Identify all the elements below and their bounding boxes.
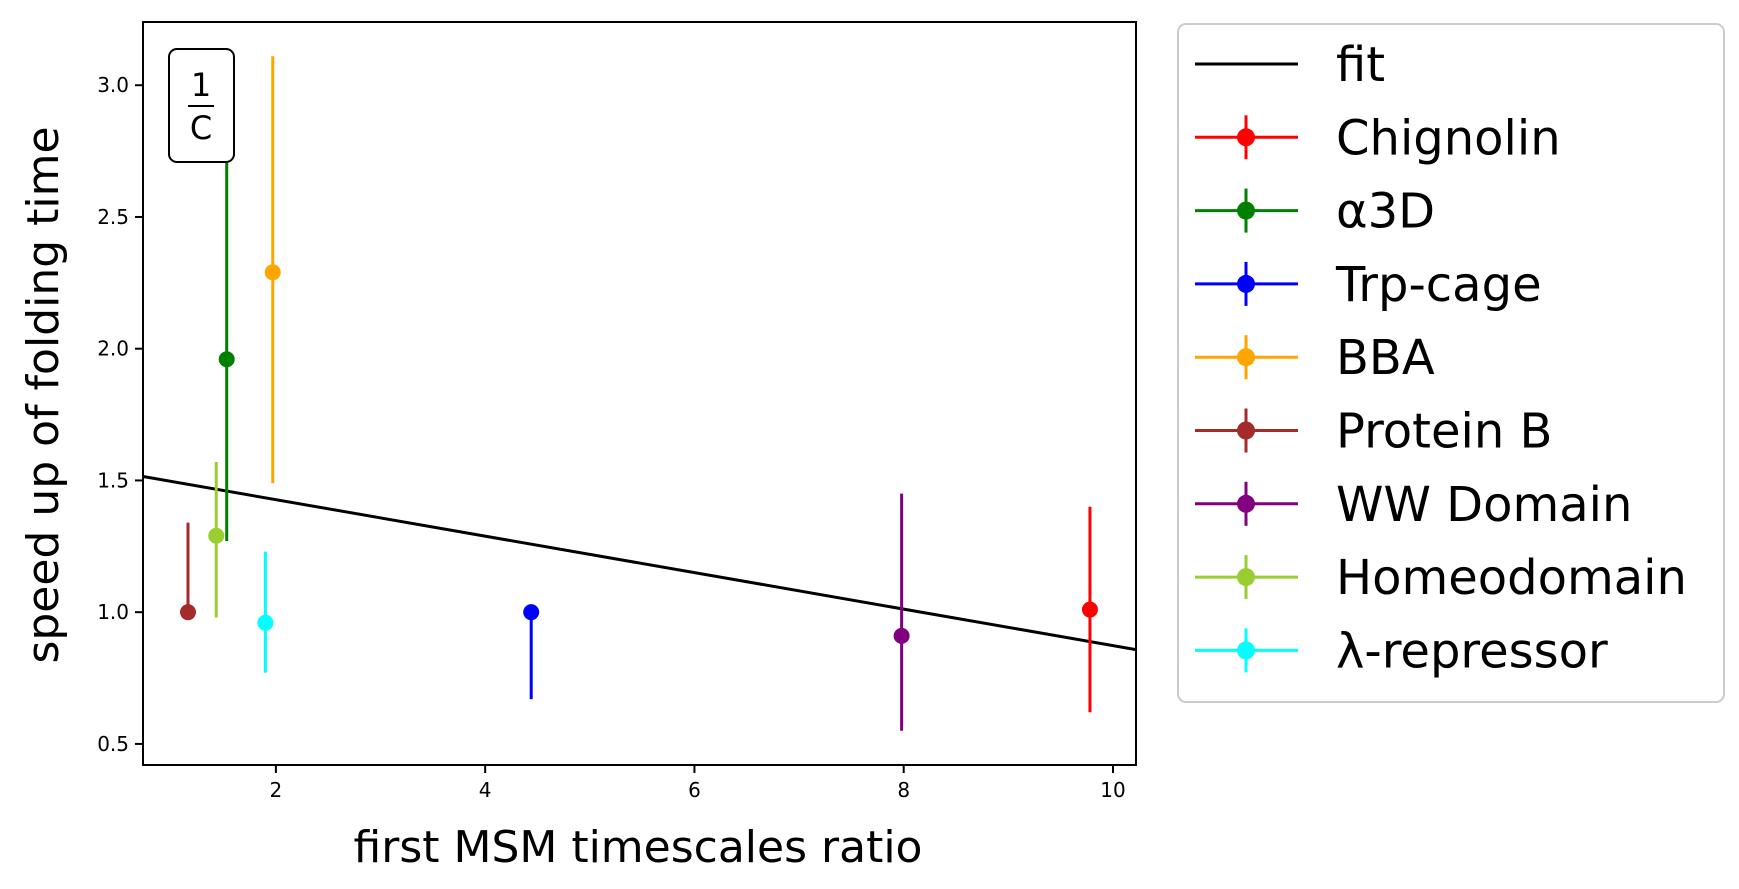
y-tick-label-3: 3.0: [97, 73, 129, 97]
x-axis-title: first MSM timescales ratio: [354, 822, 923, 873]
legend-marker-bba: [1237, 348, 1255, 367]
data-point-homeodomain: [208, 527, 225, 544]
fit-line: [143, 475, 1136, 652]
series-alpha3d: [218, 153, 235, 542]
legend-label-trp-cage: Trp-cage: [1335, 257, 1542, 313]
y-tick-label-1.5: 1.5: [97, 468, 129, 492]
legend-frame: [1177, 23, 1725, 703]
legend-marker-trp-cage: [1237, 274, 1255, 293]
data-point-protein-b: [179, 604, 196, 621]
y-tick-label-2.5: 2.5: [97, 205, 129, 229]
x-tick-label-2: 2: [270, 778, 283, 802]
legend-marker-lambda-repressor: [1237, 641, 1255, 660]
data-point-ww-domain: [893, 627, 910, 644]
series-lambda-repressor: [257, 551, 274, 673]
legend-item-bba: BBA: [1195, 330, 1435, 386]
formula-annotation: 1 C: [168, 48, 235, 163]
data-point-trp-cage: [523, 604, 540, 621]
series-ww-domain: [893, 493, 910, 731]
legend-label-alpha3d: α3D: [1336, 184, 1435, 240]
legend-marker-homeodomain: [1237, 568, 1255, 587]
axes-layer: 2 4 6 8 10 0.5 1.0 1.5 2.0 2.5 3.0: [97, 21, 1137, 802]
series-protein-b: [179, 522, 196, 621]
y-tick-label-0.5: 0.5: [97, 732, 129, 756]
series-trp-cage: [523, 604, 540, 700]
legend-marker-protein-b: [1237, 421, 1255, 440]
legend-label-protein-b: Protein B: [1336, 404, 1552, 460]
legend-item-protein-b: Protein B: [1195, 404, 1552, 460]
data-point-lambda-repressor: [257, 614, 274, 631]
y-axis-title: speed up of folding time: [18, 126, 69, 663]
legend-item-alpha3d: α3D: [1195, 184, 1435, 240]
formula-numerator: 1: [191, 66, 211, 104]
y-tick-label-1: 1.0: [97, 600, 129, 624]
data-point-alpha3d: [218, 351, 235, 368]
formula-denominator: C: [190, 109, 212, 147]
data-point-chignolin: [1081, 601, 1098, 618]
legend-label-lambda-repressor: λ-repressor: [1336, 623, 1608, 679]
legend: fit Chignolin α3D Trp-cage BBA Protein B WW Do…: [1177, 23, 1725, 703]
y-tick-label-2: 2.0: [97, 337, 129, 361]
series-chignolin: [1081, 506, 1098, 713]
legend-label-homeodomain: Homeodomain: [1336, 550, 1687, 606]
legend-item-homeodomain: Homeodomain: [1195, 550, 1687, 606]
x-tick-label-8: 8: [897, 778, 910, 802]
legend-items: fit Chignolin α3D Trp-cage BBA Protein B WW Do…: [1195, 37, 1687, 679]
legend-item-fit: fit: [1195, 37, 1385, 93]
plot-frame: [142, 21, 1137, 766]
legend-label-fit: fit: [1336, 37, 1385, 93]
legend-marker-ww-domain: [1237, 494, 1255, 513]
series-bba: [264, 56, 281, 484]
x-tick-label-6: 6: [688, 778, 701, 802]
x-tick-label-4: 4: [479, 778, 492, 802]
legend-label-chignolin: Chignolin: [1336, 110, 1561, 166]
legend-label-bba: BBA: [1336, 330, 1435, 386]
legend-marker-alpha3d: [1237, 201, 1255, 220]
legend-label-ww-domain: WW Domain: [1336, 477, 1632, 533]
legend-item-trp-cage: Trp-cage: [1195, 257, 1542, 313]
series-homeodomain: [208, 462, 225, 618]
legend-item-ww-domain: WW Domain: [1195, 477, 1632, 533]
legend-item-lambda-repressor: λ-repressor: [1195, 623, 1608, 679]
x-tick-label-10: 10: [1100, 778, 1125, 802]
legend-marker-chignolin: [1237, 128, 1255, 147]
data-point-bba: [264, 264, 281, 281]
legend-item-chignolin: Chignolin: [1195, 110, 1561, 166]
plot-layer: [143, 56, 1136, 731]
